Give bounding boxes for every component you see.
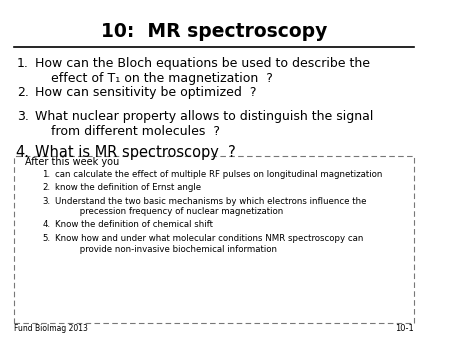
Text: 2.: 2. <box>17 86 29 99</box>
Text: What is MR spectroscopy  ?: What is MR spectroscopy ? <box>36 145 236 160</box>
Text: 2.: 2. <box>42 184 50 192</box>
Text: Understand the two basic mechanisms by which electrons influence the
         pr: Understand the two basic mechanisms by w… <box>54 197 366 216</box>
Text: Know the definition of chemical shift: Know the definition of chemical shift <box>54 220 212 229</box>
Text: What nuclear property allows to distinguish the signal
    from different molecu: What nuclear property allows to distingu… <box>36 110 374 138</box>
Text: 5.: 5. <box>42 234 50 243</box>
Text: 10:  MR spectroscopy: 10: MR spectroscopy <box>101 22 327 41</box>
Text: 4.: 4. <box>42 220 50 229</box>
Text: 3.: 3. <box>42 197 50 206</box>
Text: 4.: 4. <box>15 145 29 160</box>
Text: How can sensitivity be optimized  ?: How can sensitivity be optimized ? <box>36 86 257 99</box>
FancyBboxPatch shape <box>14 155 414 323</box>
Text: 1.: 1. <box>42 170 50 179</box>
Text: 3.: 3. <box>17 110 29 123</box>
Text: 10-1: 10-1 <box>395 324 414 333</box>
Text: After this week you: After this week you <box>25 156 119 167</box>
Text: 1.: 1. <box>17 57 29 70</box>
Text: know the definition of Ernst angle: know the definition of Ernst angle <box>54 184 201 192</box>
Text: Fund BioImag 2013: Fund BioImag 2013 <box>14 324 88 333</box>
Text: Know how and under what molecular conditions NMR spectroscopy can
         provi: Know how and under what molecular condit… <box>54 234 363 254</box>
Text: How can the Bloch equations be used to describe the
    effect of T₁ on the magn: How can the Bloch equations be used to d… <box>36 57 370 85</box>
Text: can calculate the effect of multiple RF pulses on longitudinal magnetization: can calculate the effect of multiple RF … <box>54 170 382 179</box>
